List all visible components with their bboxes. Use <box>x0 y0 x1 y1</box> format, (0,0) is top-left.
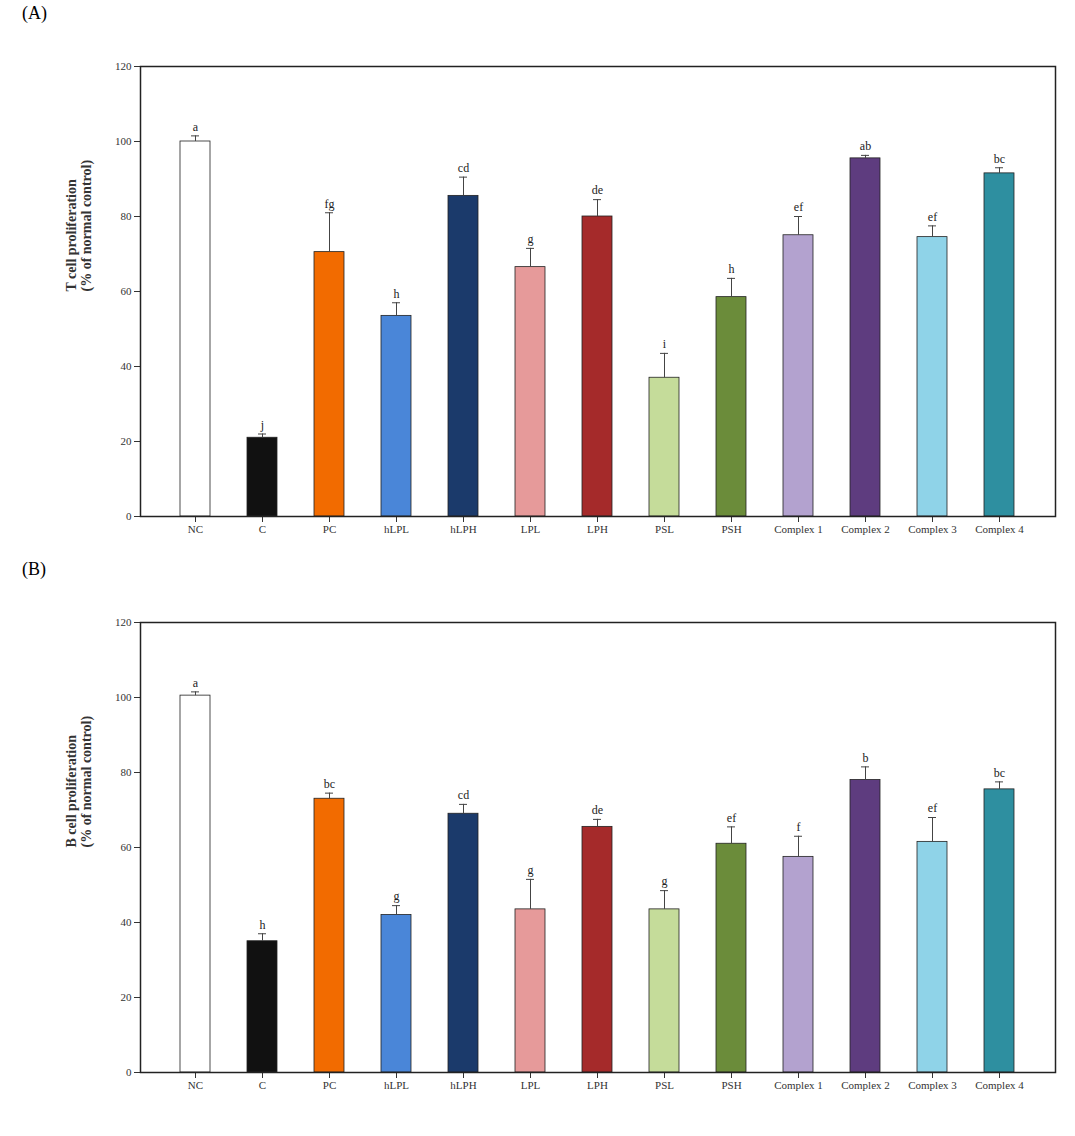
svg-text:PSL: PSL <box>655 523 674 535</box>
svg-text:PSH: PSH <box>721 1079 741 1091</box>
svg-text:40: 40 <box>121 916 133 928</box>
svg-text:80: 80 <box>121 210 133 222</box>
svg-text:ef: ef <box>928 210 937 224</box>
svg-text:20: 20 <box>121 435 133 447</box>
svg-text:hLPH: hLPH <box>450 523 476 535</box>
svg-text:h: h <box>394 287 400 301</box>
svg-text:C: C <box>259 523 266 535</box>
svg-text:j: j <box>260 418 264 432</box>
svg-text:hLPL: hLPL <box>384 1079 409 1091</box>
svg-text:PC: PC <box>323 1079 336 1091</box>
svg-text:g: g <box>528 232 534 246</box>
svg-text:de: de <box>592 803 603 817</box>
html-text:(A): (A) <box>22 3 47 23</box>
svg-text:T cell proliferation(% of norm: T cell proliferation(% of normal control… <box>64 160 95 292</box>
svg-text:Complex 2: Complex 2 <box>841 523 890 535</box>
svg-text:a: a <box>193 676 199 690</box>
svg-text:PC: PC <box>323 523 336 535</box>
svg-text:de: de <box>592 183 603 197</box>
svg-text:40: 40 <box>121 360 133 372</box>
svg-text:PSL: PSL <box>655 1079 674 1091</box>
svg-text:120: 120 <box>115 616 132 628</box>
svg-text:60: 60 <box>121 285 133 297</box>
svg-text:C: C <box>259 1079 266 1091</box>
svg-text:hLPH: hLPH <box>450 1079 476 1091</box>
svg-text:b: b <box>863 751 869 765</box>
svg-text:PSH: PSH <box>721 523 741 535</box>
svg-text:g: g <box>528 863 534 877</box>
svg-text:20: 20 <box>121 991 133 1003</box>
svg-text:LPH: LPH <box>587 1079 608 1091</box>
svg-text:60: 60 <box>121 841 133 853</box>
svg-text:120: 120 <box>115 60 132 72</box>
svg-text:NC: NC <box>188 523 203 535</box>
svg-text:g: g <box>662 874 668 888</box>
svg-text:0: 0 <box>126 510 132 522</box>
svg-text:fg: fg <box>325 197 335 211</box>
svg-text:ab: ab <box>860 139 871 153</box>
svg-text:bc: bc <box>994 766 1005 780</box>
svg-text:f: f <box>797 820 801 834</box>
svg-text:LPL: LPL <box>521 1079 541 1091</box>
svg-text:h: h <box>260 918 266 932</box>
svg-text:hLPL: hLPL <box>384 523 409 535</box>
svg-text:Complex 1: Complex 1 <box>774 1079 823 1091</box>
svg-text:g: g <box>394 889 400 903</box>
svg-text:bc: bc <box>994 152 1005 166</box>
svg-text:Complex 2: Complex 2 <box>841 1079 890 1091</box>
svg-text:h: h <box>729 262 735 276</box>
svg-text:LPL: LPL <box>521 523 541 535</box>
svg-text:cd: cd <box>458 161 469 175</box>
svg-text:Complex 4: Complex 4 <box>975 523 1024 535</box>
svg-text:cd: cd <box>458 788 469 802</box>
svg-text:ef: ef <box>727 811 736 825</box>
svg-text:Complex 3: Complex 3 <box>908 1079 957 1091</box>
svg-text:B cell proliferation(% of norm: B cell proliferation(% of normal control… <box>64 716 95 848</box>
svg-text:80: 80 <box>121 766 133 778</box>
svg-text:100: 100 <box>115 691 132 703</box>
svg-text:LPH: LPH <box>587 523 608 535</box>
svg-text:ef: ef <box>794 200 803 214</box>
svg-text:Complex 1: Complex 1 <box>774 523 823 535</box>
svg-text:Complex 3: Complex 3 <box>908 523 957 535</box>
svg-text:i: i <box>663 337 667 351</box>
svg-text:NC: NC <box>188 1079 203 1091</box>
svg-text:ef: ef <box>928 801 937 815</box>
svg-text:a: a <box>193 120 199 134</box>
svg-text:100: 100 <box>115 135 132 147</box>
svg-text:0: 0 <box>126 1066 132 1078</box>
svg-text:Complex 4: Complex 4 <box>975 1079 1024 1091</box>
html-text:(B): (B) <box>22 559 46 579</box>
svg-text:bc: bc <box>324 777 335 791</box>
